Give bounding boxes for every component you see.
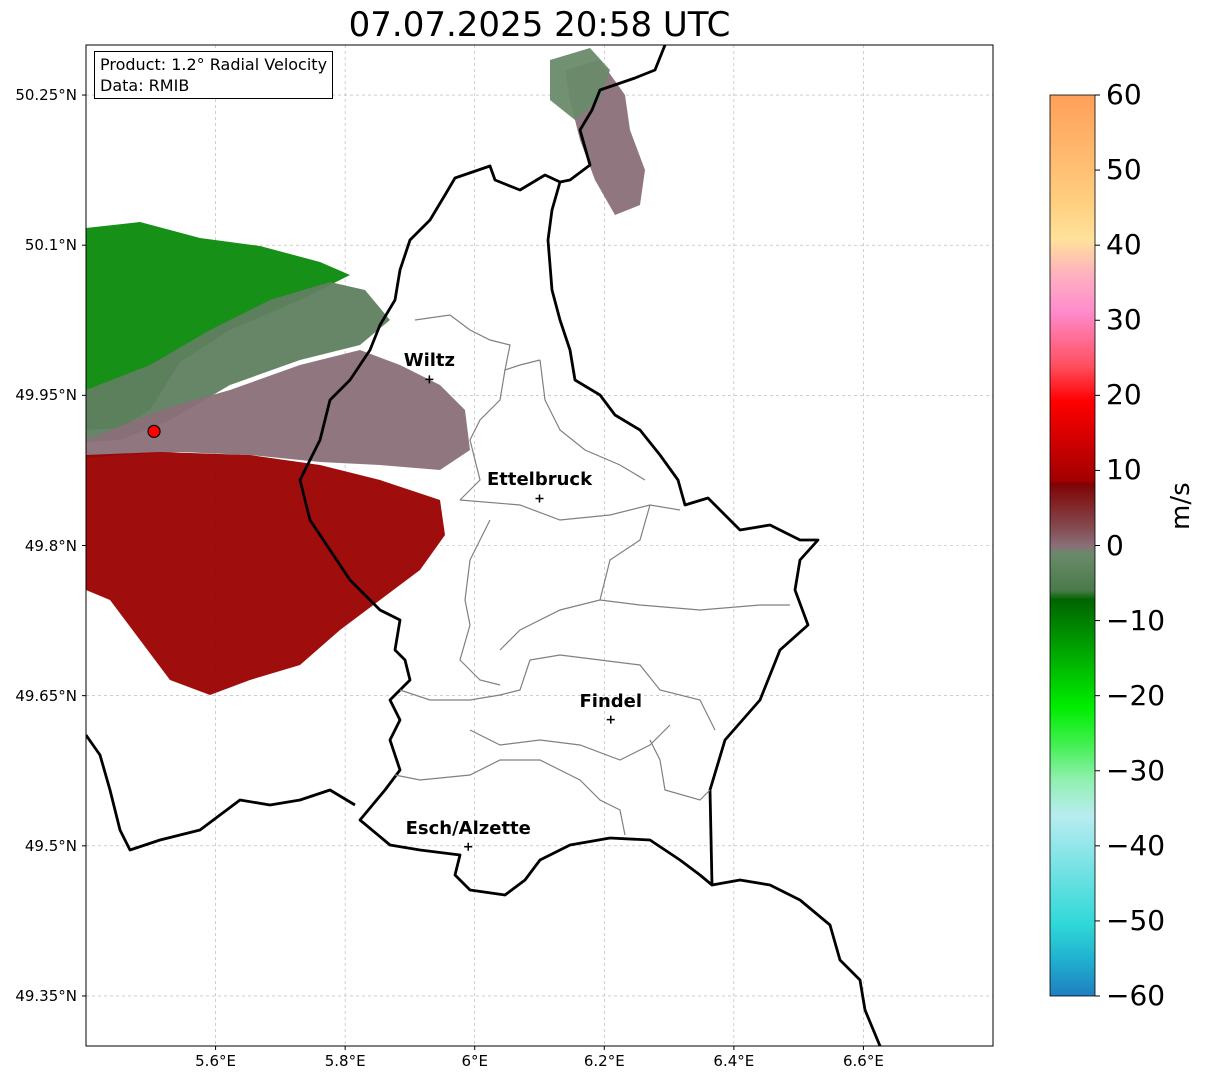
germany-border — [559, 45, 667, 184]
city-label: Wiltz — [403, 350, 455, 372]
lat-tick-label: 49.95°N — [15, 386, 77, 405]
data-source-label: Data: RMIB — [100, 76, 190, 95]
colorbar-label: m/s — [1166, 482, 1196, 530]
colorbar-tick-label: 20 — [1106, 378, 1142, 412]
lat-tick-label: 50.1°N — [24, 236, 77, 255]
product-label: Product: 1.2° Radial Velocity — [100, 55, 328, 74]
colorbar-tick-label: −40 — [1106, 828, 1166, 862]
colorbar-tick-label: 40 — [1106, 228, 1142, 262]
luxembourg-border — [298, 164, 820, 897]
city-marker-icon — [535, 494, 544, 503]
city-label: Findel — [579, 690, 643, 712]
city-marker-icon — [464, 842, 473, 851]
city-label: Esch/Alzette — [405, 817, 531, 839]
lat-tick-label: 50.25°N — [15, 86, 77, 105]
echo-green-gray — [86, 282, 390, 442]
lon-tick-label: 6.2°E — [583, 1052, 625, 1070]
lat-tick-label: 49.5°N — [24, 836, 77, 855]
colorbar-tick-label: 10 — [1106, 453, 1142, 487]
lon-tick-label: 6.6°E — [843, 1052, 884, 1070]
city-label: Ettelbruck — [486, 469, 593, 491]
lon-tick-label: 5.6°E — [195, 1052, 236, 1070]
lat-tick-label: 49.65°N — [15, 686, 77, 705]
colorbar-tick-label: −50 — [1106, 903, 1166, 937]
city-marker-icon — [425, 375, 434, 384]
colorbar-bar — [1049, 94, 1096, 997]
echo-mauve — [86, 350, 470, 470]
colorbar-tick-label: 60 — [1106, 78, 1142, 111]
lon-tick-label: 5.8°E — [324, 1052, 366, 1070]
colorbar-tick-label: −60 — [1106, 979, 1166, 1012]
german-border-south — [711, 878, 882, 1046]
axis-tick-marks — [82, 94, 864, 1050]
map-title: 07.07.2025 20:58 UTC — [348, 5, 731, 45]
velocity-colorbar — [1049, 94, 1100, 997]
lat-tick-label: 49.8°N — [24, 536, 77, 555]
country-borders — [86, 45, 882, 1046]
colorbar-tick-label: −20 — [1106, 678, 1166, 712]
colorbar-tick-label: 50 — [1106, 153, 1142, 187]
radar-echo-layer — [86, 48, 645, 695]
colorbar-tick-label: 0 — [1106, 528, 1124, 562]
colorbar-tick-label: −10 — [1106, 603, 1166, 637]
lat-tick-label: 49.35°N — [15, 986, 77, 1005]
colorbar-tick-label: −30 — [1106, 753, 1166, 787]
product-info-box: Product: 1.2° Radial Velocity Data: RMIB — [94, 51, 334, 99]
echo-red-outbound — [86, 452, 445, 695]
lon-tick-label: 6.4°E — [713, 1052, 755, 1070]
city-marker-icon — [606, 715, 615, 724]
belgium-france-border — [86, 734, 356, 852]
colorbar-tick-label: 30 — [1106, 303, 1142, 337]
radar-site-marker[interactable] — [147, 424, 161, 438]
city-markers — [425, 375, 615, 851]
lon-tick-label: 6°E — [461, 1052, 488, 1070]
canton-borders — [394, 314, 790, 836]
